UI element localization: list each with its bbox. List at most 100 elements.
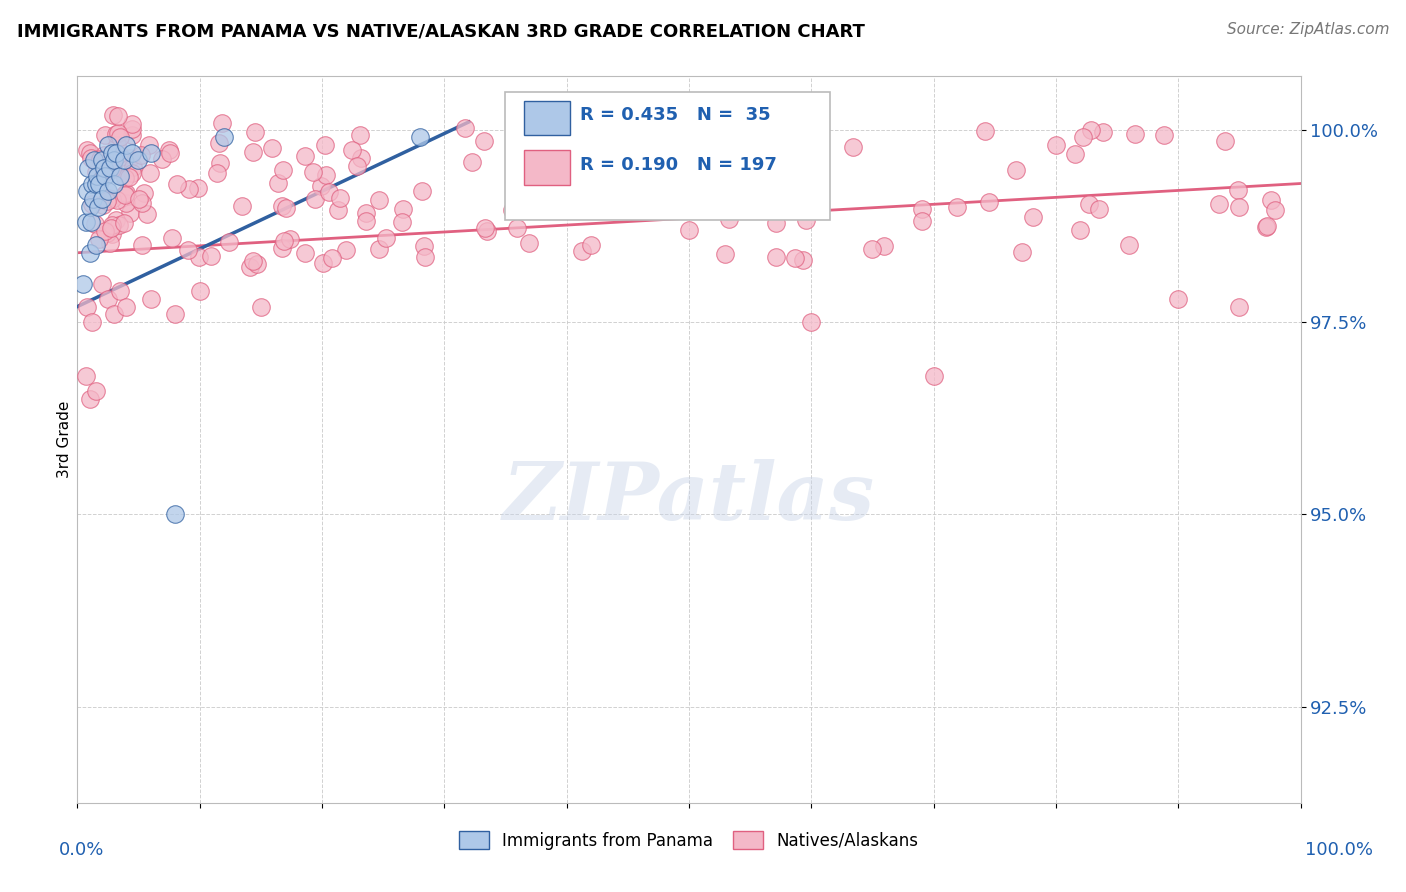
Point (368, 193, 391, 207)
Point (1167, 292, 1189, 306)
Point (108, 129, 131, 144)
Point (411, 184, 433, 198)
Point (87, 232, 110, 246)
Point (246, 257, 269, 271)
Point (84, 165, 107, 179)
Point (115, 300, 138, 314)
Point (579, 170, 602, 185)
Point (89, 177, 111, 191)
Point (121, 122, 143, 136)
Point (548, 155, 571, 169)
Point (187, 180, 209, 194)
Point (794, 212, 817, 227)
Point (115, 196, 138, 211)
Point (1078, 197, 1101, 211)
Point (79, 392, 101, 406)
Point (129, 147, 152, 161)
Point (349, 128, 371, 143)
Point (321, 252, 343, 266)
Point (84, 217, 107, 231)
Point (139, 166, 162, 180)
Point (94, 224, 117, 238)
Point (82, 192, 104, 206)
Point (72, 277, 94, 291)
Text: ZIPatlas: ZIPatlas (503, 458, 875, 536)
Point (873, 239, 896, 253)
Point (242, 145, 264, 160)
Point (108, 218, 131, 232)
Point (121, 165, 143, 179)
Point (340, 143, 363, 157)
Point (271, 199, 294, 213)
Point (118, 169, 141, 184)
Point (301, 164, 323, 178)
Point (86, 169, 108, 183)
Point (501, 203, 523, 218)
Point (96, 226, 118, 240)
Point (101, 227, 124, 242)
Point (273, 234, 295, 248)
Point (101, 108, 124, 122)
Point (328, 202, 350, 217)
Point (910, 202, 932, 216)
Point (87, 200, 110, 214)
Point (586, 116, 609, 130)
Point (860, 242, 883, 256)
Point (309, 178, 332, 193)
Point (714, 247, 737, 261)
Point (94, 128, 117, 142)
Point (121, 117, 143, 131)
Point (842, 139, 865, 153)
Point (80, 196, 103, 211)
Point (105, 138, 128, 153)
Point (603, 202, 626, 217)
Point (294, 246, 316, 260)
Point (139, 292, 162, 306)
Point (571, 244, 593, 259)
Point (118, 206, 141, 220)
Point (212, 130, 235, 145)
Point (98, 161, 121, 175)
Point (1022, 210, 1045, 224)
Point (115, 138, 138, 153)
Point (374, 231, 396, 245)
Point (120, 151, 142, 165)
Point (83, 153, 105, 168)
Point (245, 125, 267, 139)
Point (312, 256, 335, 270)
Point (765, 217, 787, 231)
Point (139, 145, 162, 160)
Point (392, 202, 415, 216)
Point (165, 307, 187, 321)
Point (79, 200, 101, 214)
Point (368, 243, 391, 257)
Point (278, 232, 301, 246)
Point (413, 239, 436, 253)
Bar (524, 101, 571, 136)
Point (329, 191, 352, 205)
Point (75, 215, 97, 229)
Point (1229, 200, 1251, 214)
Point (97, 191, 120, 205)
Point (84, 384, 107, 399)
Point (208, 136, 231, 150)
Point (94, 169, 117, 183)
Point (157, 143, 180, 157)
Point (242, 254, 264, 268)
Point (188, 250, 211, 264)
Point (76, 144, 98, 158)
Legend: Immigrants from Panama, Natives/Alaskans: Immigrants from Panama, Natives/Alaskans (453, 825, 925, 856)
Point (1264, 202, 1286, 217)
Point (104, 212, 127, 227)
Point (107, 109, 129, 123)
Point (138, 138, 160, 153)
Point (101, 161, 124, 175)
Point (98, 163, 121, 178)
Point (356, 214, 378, 228)
Point (314, 137, 336, 152)
Point (946, 200, 969, 214)
Point (103, 307, 125, 321)
Point (121, 145, 143, 160)
Point (785, 251, 807, 265)
Point (179, 182, 201, 196)
